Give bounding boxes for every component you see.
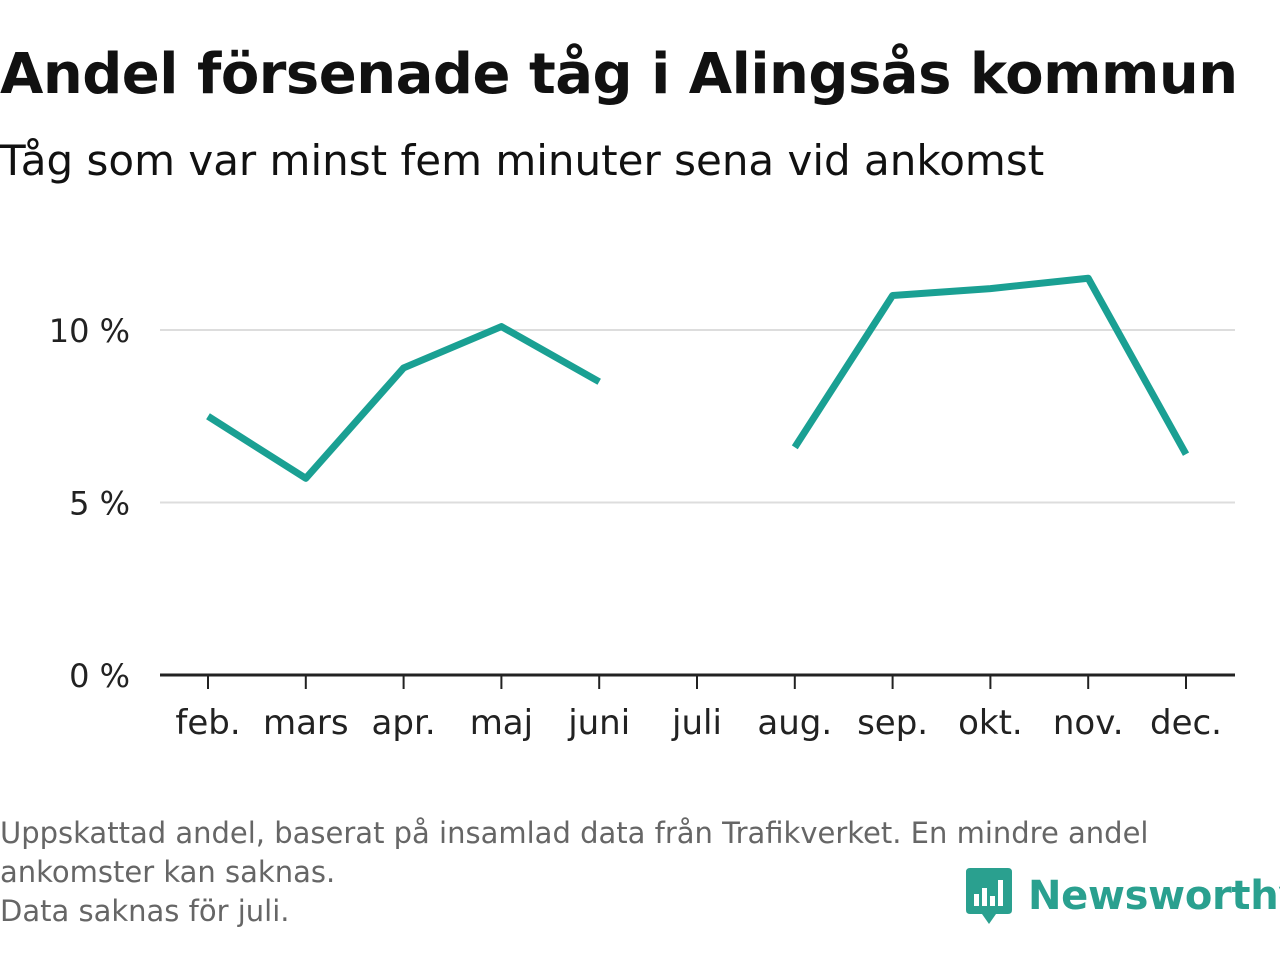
x-tick-label: nov. xyxy=(1053,703,1124,743)
footnote-line-3: Data saknas för juli. xyxy=(0,894,290,928)
x-tick-label: apr. xyxy=(372,703,436,743)
series-line-segment xyxy=(791,274,1190,456)
y-tick-label: 10 % xyxy=(49,312,130,350)
x-tick-label: feb. xyxy=(175,703,240,743)
y-tick-label: 5 % xyxy=(69,485,130,523)
x-tick-label: juli xyxy=(671,703,722,743)
x-tick-label: dec. xyxy=(1150,703,1222,743)
x-tick-label: sep. xyxy=(857,703,928,743)
series-line xyxy=(206,274,1190,482)
chart-title: Andel försenade tåg i Alingsås kommun xyxy=(0,42,1238,107)
footnote-line-1: Uppskattad andel, baserat på insamlad da… xyxy=(0,816,1149,850)
chart-subtitle: Tåg som var minst fem minuter sena vid a… xyxy=(0,136,1045,185)
x-tick-label: maj xyxy=(470,703,533,743)
series-line-segment xyxy=(206,323,601,482)
brand-name: Newsworthy xyxy=(1028,873,1280,919)
y-tick-labels: 0 % 5 % 10 % xyxy=(49,312,130,695)
x-tick-label: aug. xyxy=(757,703,832,743)
footnote: Uppskattad andel, baserat på insamlad da… xyxy=(0,814,1270,931)
y-tick-label: 0 % xyxy=(69,657,130,695)
grid-lines xyxy=(160,329,1235,504)
bar-chart-speech-icon xyxy=(966,868,1012,924)
brand-logo: Newsworthy xyxy=(964,866,1280,926)
x-axis: feb. mars apr. maj juni juli aug. sep. okt. nov. d… xyxy=(160,673,1235,743)
x-tick-label: juni xyxy=(567,703,630,743)
footnote-line-2: ankomster kan saknas. xyxy=(0,855,336,889)
x-tick-label: okt. xyxy=(958,703,1023,743)
x-tick-label: mars xyxy=(263,703,349,743)
